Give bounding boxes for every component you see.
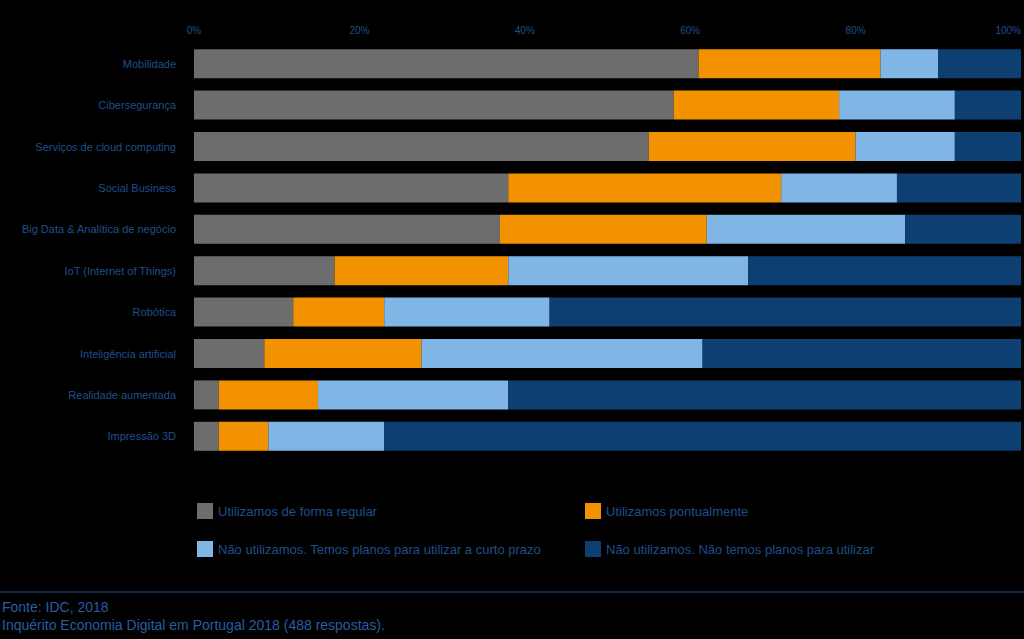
svg-text:40%: 40% — [515, 25, 535, 36]
svg-text:0%: 0% — [187, 25, 202, 36]
svg-text:Social Business: Social Business — [98, 182, 176, 194]
svg-text:Mobilidade: Mobilidade — [123, 58, 176, 70]
svg-text:Fonte: IDC, 2018: Fonte: IDC, 2018 — [2, 599, 109, 615]
svg-text:20%: 20% — [349, 25, 369, 36]
svg-text:Não utilizamos. Não temos plan: Não utilizamos. Não temos planos para ut… — [606, 542, 875, 557]
svg-text:Serviços de cloud computing: Serviços de cloud computing — [35, 141, 176, 153]
svg-text:Não utilizamos. Temos planos p: Não utilizamos. Temos planos para utiliz… — [218, 542, 541, 557]
svg-text:Cibersegurança: Cibersegurança — [98, 99, 177, 111]
svg-text:Utilizamos de forma regular: Utilizamos de forma regular — [218, 504, 378, 519]
svg-text:Utilizamos pontualmente: Utilizamos pontualmente — [606, 504, 748, 519]
svg-text:IoT (Internet of Things): IoT (Internet of Things) — [65, 265, 176, 277]
svg-text:Realidade aumentada: Realidade aumentada — [68, 389, 177, 401]
svg-text:100%: 100% — [995, 25, 1021, 36]
svg-text:Impressão 3D: Impressão 3D — [108, 430, 177, 442]
svg-text:60%: 60% — [680, 25, 700, 36]
svg-text:Robótica: Robótica — [133, 306, 177, 318]
svg-text:Inquérito Economia Digital em: Inquérito Economia Digital em Portugal 2… — [2, 617, 385, 633]
svg-text:Big Data & Analítica de negóci: Big Data & Analítica de negócio — [22, 223, 176, 235]
svg-text:80%: 80% — [846, 25, 866, 36]
svg-text:Inteligência artificial: Inteligência artificial — [80, 348, 176, 360]
